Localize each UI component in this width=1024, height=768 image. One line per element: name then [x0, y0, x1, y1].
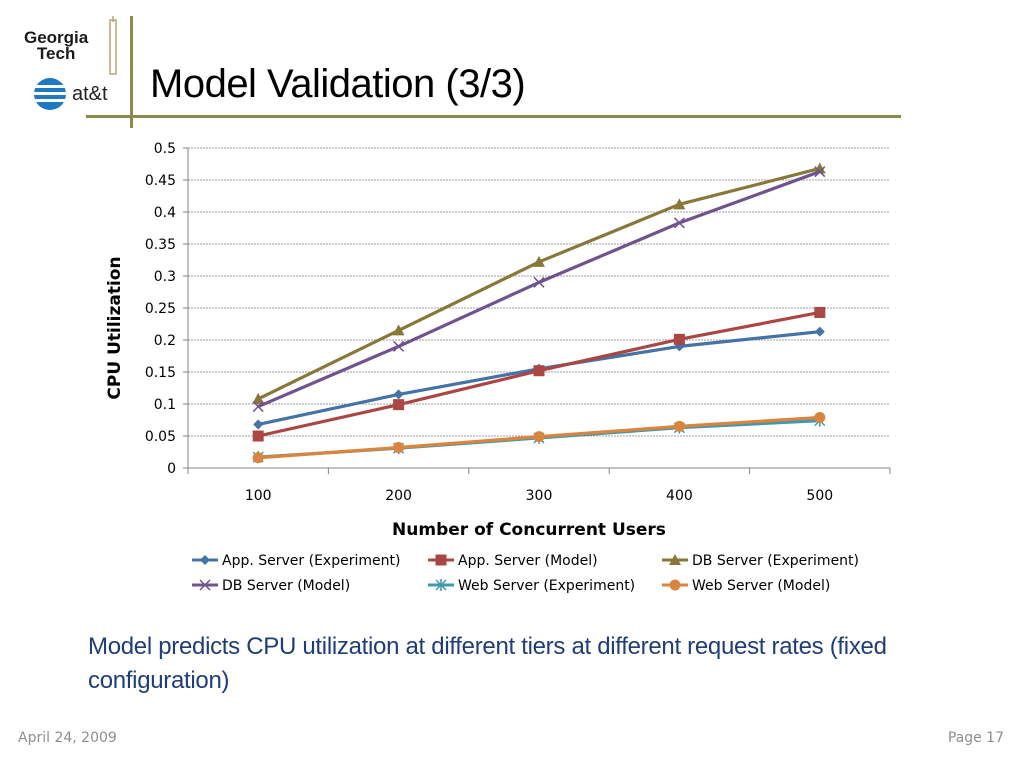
data-point [252, 401, 264, 413]
data-point [252, 392, 265, 404]
logo-gt-line2: Tech [36, 44, 76, 63]
marker-stroke [252, 401, 264, 413]
data-point [673, 217, 685, 229]
x-tick-label: 100 [245, 488, 272, 504]
data-point [814, 306, 826, 318]
title-horizontal-rule [86, 115, 901, 118]
data-point [252, 430, 264, 442]
data-point [814, 326, 825, 337]
legend-marker [435, 554, 447, 566]
line-chart: 0 0.05 0.1 0.15 0.2 0.25 0.3 0.35 0.4 0.45 0.5 100 2… [105, 141, 891, 594]
data-point [533, 276, 545, 288]
marker-stroke [814, 166, 826, 178]
tech-tower-icon [109, 16, 117, 75]
data-point [813, 162, 826, 174]
data-point [393, 340, 405, 352]
title-vertical-rule [130, 16, 133, 128]
data-point [252, 452, 264, 464]
y-tick-label: 0 [167, 461, 176, 477]
y-tick-label: 0.2 [154, 333, 176, 349]
y-tick-label: 0.05 [145, 429, 176, 445]
marker-stroke [533, 276, 545, 288]
x-tick-label: 400 [666, 488, 693, 504]
marker-stroke [673, 217, 685, 229]
data-point [533, 255, 545, 267]
legend-label: Web Server (Model) [692, 578, 830, 594]
logo-gt-line1: Georgia [24, 28, 89, 47]
x-tick-label: 300 [526, 488, 553, 504]
att-logo: at&t [32, 76, 108, 112]
page-title: Model Validation (3/3) [150, 62, 526, 106]
x-tick-label: 200 [385, 488, 412, 504]
marker-stroke [393, 340, 405, 352]
legend-label: App. Server (Model) [458, 553, 598, 569]
legend-label: DB Server (Experiment) [692, 553, 859, 569]
logo-group: Georgia Tech at&t [20, 16, 120, 120]
att-logo-text: at&t [72, 82, 108, 105]
footer-page-number: Page 17 [947, 730, 1004, 746]
data-point [253, 419, 264, 430]
slide-caption: Model predicts CPU utilization at differ… [88, 633, 887, 694]
y-tick-label: 0.35 [145, 237, 176, 253]
legend-marker [435, 579, 447, 591]
data-point [533, 365, 545, 377]
y-tick-label: 0.4 [154, 205, 176, 221]
legend-label: Web Server (Experiment) [458, 578, 635, 594]
y-tick-label: 0.15 [145, 365, 176, 381]
legend-marker [200, 555, 210, 565]
data-point [393, 442, 405, 454]
marker-stroke [199, 579, 211, 591]
data-point [673, 198, 686, 210]
georgia-tech-logo: Georgia Tech [24, 28, 89, 63]
data-point [814, 166, 826, 178]
data-point [533, 431, 545, 443]
data-point [673, 420, 685, 432]
data-point [393, 389, 404, 400]
legend-marker [669, 554, 681, 565]
data-point [393, 399, 405, 411]
x-tick-label: 500 [806, 488, 833, 504]
data-point [392, 324, 405, 336]
y-tick-label: 0.1 [154, 397, 176, 413]
y-tick-label: 0.45 [145, 173, 176, 189]
y-tick-label: 0.3 [154, 269, 176, 285]
legend-label: DB Server (Model) [222, 578, 350, 594]
y-tick-label: 0.25 [145, 301, 176, 317]
x-axis-title: Number of Concurrent Users [392, 520, 666, 540]
att-globe-icon [34, 78, 66, 110]
legend-marker [669, 579, 681, 591]
legend-label: App. Server (Experiment) [222, 553, 400, 569]
legend-marker [199, 579, 211, 591]
y-axis-title: CPU Utilization [105, 256, 125, 399]
data-point [814, 411, 826, 423]
footer-date: April 24, 2009 [18, 730, 117, 746]
series-line [257, 330, 820, 427]
y-tick-label: 0.5 [154, 141, 176, 157]
data-point [673, 333, 685, 345]
